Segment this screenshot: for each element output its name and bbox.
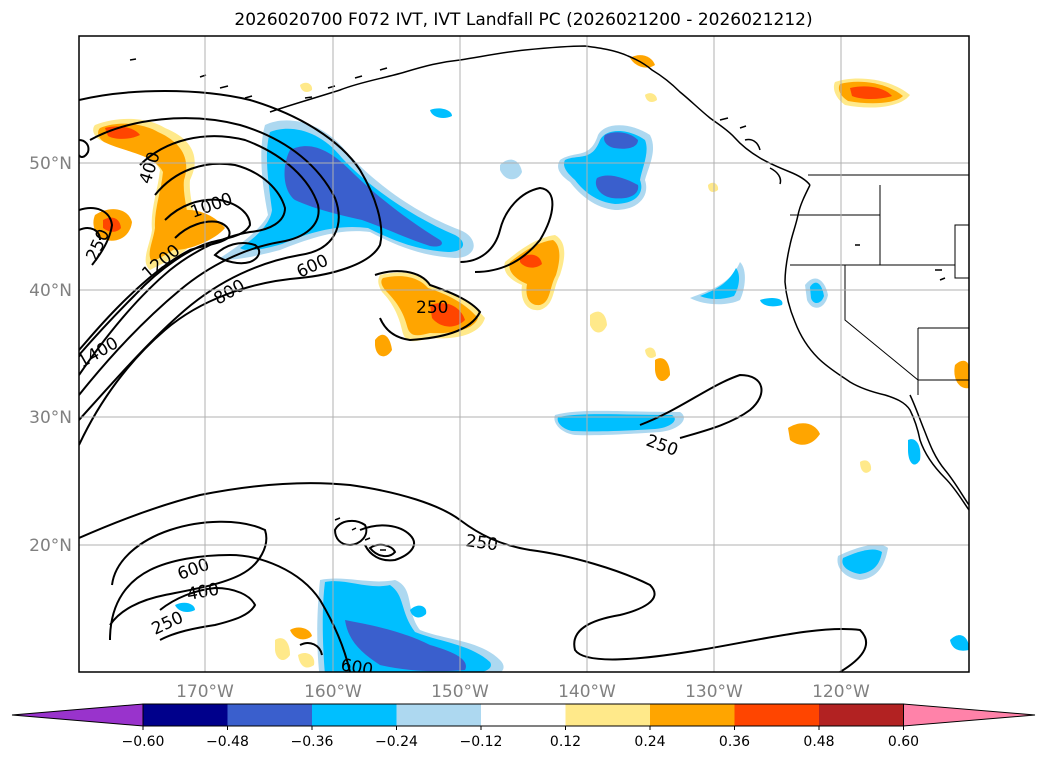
lon-label: 160°W <box>304 682 362 702</box>
political-boundaries <box>790 174 969 395</box>
colorbar-tick-label: −0.12 <box>460 734 503 750</box>
colorbar-tick-label: 0.12 <box>550 734 581 750</box>
lon-label: 130°W <box>685 682 743 702</box>
lon-labels: 170°W 160°W 150°W 140°W 130°W 120°W <box>176 682 870 702</box>
colorbar-segment <box>650 704 735 726</box>
colorbar-tick-label: 0.24 <box>634 734 665 750</box>
colorbar-tick-label: 0.36 <box>719 734 750 750</box>
lat-label: 30°N <box>29 408 72 428</box>
colorbar-segment <box>396 704 481 726</box>
ivt-contours <box>79 90 867 672</box>
colorbar-segment <box>565 704 650 726</box>
map-plot-area: 400 1000 250 1200 600 800 250 1400 250 2… <box>79 36 969 680</box>
colorbar-segment <box>819 704 904 726</box>
colorbar-tick-label: 0.48 <box>803 734 834 750</box>
contour-label: 600 <box>339 655 374 680</box>
lon-label: 170°W <box>176 682 234 702</box>
colorbar-extend-low <box>11 703 144 727</box>
colorbar-tick-label: −0.24 <box>375 734 418 750</box>
colorbar-frame <box>142 703 904 727</box>
map-title: 2026020700 F072 IVT, IVT Landfall PC (20… <box>234 10 813 30</box>
lat-labels: 50°N 40°N 30°N 20°N <box>29 154 72 556</box>
coastlines <box>129 45 969 551</box>
lon-label: 140°W <box>558 682 616 702</box>
colorbar-segment <box>312 704 397 726</box>
colorbar-segment <box>734 704 819 726</box>
colorbar-tick-label: −0.48 <box>206 734 249 750</box>
colorbar-extend-high <box>903 703 1036 727</box>
lat-lon-grid <box>79 36 969 672</box>
colorbar: −0.60 −0.48 −0.36 −0.24 −0.12 0.12 0.24 0.36 0.4… <box>11 703 1036 750</box>
lat-label: 40°N <box>29 281 72 301</box>
colorbar-tick-label: −0.60 <box>122 734 165 750</box>
lat-label: 50°N <box>29 154 72 174</box>
plot-frame <box>78 35 970 673</box>
colorbar-segment <box>227 704 312 726</box>
positive-pc-shading <box>93 55 969 668</box>
colorbar-segment <box>481 704 566 726</box>
lon-label: 150°W <box>431 682 489 702</box>
contour-label: 250 <box>464 531 499 555</box>
contour-label: 250 <box>416 298 448 318</box>
colorbar-tick-label: −0.36 <box>291 734 334 750</box>
lon-label: 120°W <box>812 682 870 702</box>
colorbar-segment <box>143 704 228 726</box>
colorbar-tick-label: 0.60 <box>888 734 919 750</box>
lat-label: 20°N <box>29 536 72 556</box>
